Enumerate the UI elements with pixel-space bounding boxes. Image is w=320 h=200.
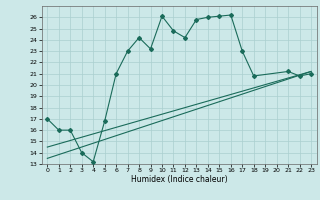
X-axis label: Humidex (Indice chaleur): Humidex (Indice chaleur) (131, 175, 228, 184)
